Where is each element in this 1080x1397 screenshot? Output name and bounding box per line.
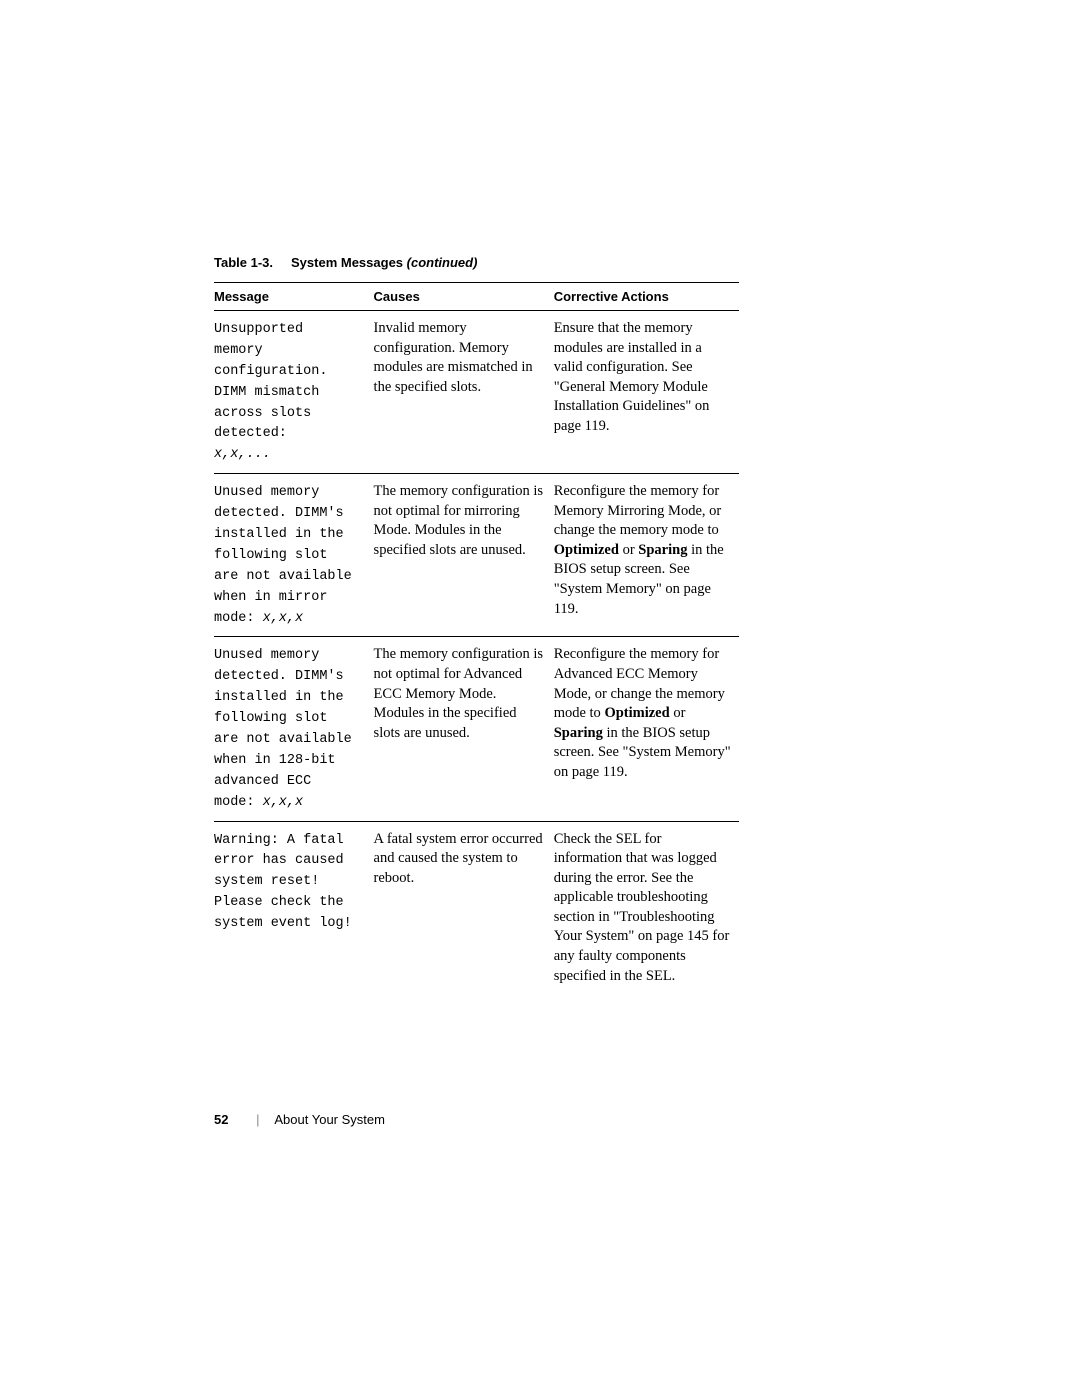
cell-actions: Ensure that the memory modules are insta…	[554, 311, 739, 474]
table-row: Warning: A fatal error has caused system…	[214, 821, 739, 994]
table-title: System Messages	[291, 255, 407, 270]
table-row: Unused memory detected. DIMM's installed…	[214, 637, 739, 821]
page-number: 52	[214, 1112, 228, 1127]
table-row: Unsupported memory configuration. DIMM m…	[214, 311, 739, 474]
table-label: Table 1-3.	[214, 255, 273, 270]
table-header-row: Message Causes Corrective Actions	[214, 283, 739, 311]
message-tail: x,x,...	[214, 447, 271, 462]
system-messages-table: Message Causes Corrective Actions Unsupp…	[214, 282, 739, 994]
cell-causes: A fatal system error occurred and caused…	[374, 821, 554, 994]
table-caption: Table 1-3. System Messages (continued)	[214, 255, 739, 270]
cell-causes: The memory configuration is not optimal …	[374, 637, 554, 821]
cell-actions: Reconfigure the memory for Advanced ECC …	[554, 637, 739, 821]
page-footer: 52 | About Your System	[214, 1112, 385, 1127]
cell-actions: Check the SEL for information that was l…	[554, 821, 739, 994]
cell-causes: Invalid memory configuration. Memory mod…	[374, 311, 554, 474]
col-header-actions: Corrective Actions	[554, 283, 739, 311]
page-content: Table 1-3. System Messages (continued) Me…	[214, 255, 739, 994]
message-text: Warning: A fatal error has caused system…	[214, 833, 352, 932]
message-text: Unsupported memory configuration. DIMM m…	[214, 322, 327, 441]
footer-divider: |	[256, 1112, 259, 1127]
message-text: Unused memory detected. DIMM's installed…	[214, 485, 352, 625]
cell-causes: The memory configuration is not optimal …	[374, 474, 554, 637]
cell-message: Unsupported memory configuration. DIMM m…	[214, 311, 374, 474]
message-tail: x,x,x	[263, 611, 304, 626]
table-continued: (continued)	[407, 255, 478, 270]
cell-message: Unused memory detected. DIMM's installed…	[214, 474, 374, 637]
message-tail: x,x,x	[263, 795, 304, 810]
col-header-causes: Causes	[374, 283, 554, 311]
table-row: Unused memory detected. DIMM's installed…	[214, 474, 739, 637]
footer-section: About Your System	[274, 1112, 385, 1127]
message-text: Unused memory detected. DIMM's installed…	[214, 648, 352, 809]
cell-message: Warning: A fatal error has caused system…	[214, 821, 374, 994]
col-header-message: Message	[214, 283, 374, 311]
cell-actions: Reconfigure the memory for Memory Mirror…	[554, 474, 739, 637]
cell-message: Unused memory detected. DIMM's installed…	[214, 637, 374, 821]
